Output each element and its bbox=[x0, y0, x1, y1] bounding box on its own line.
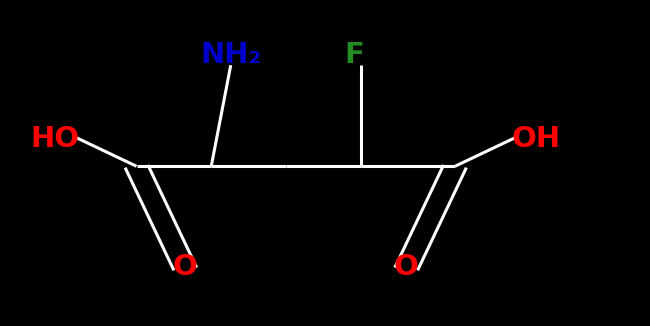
Text: O: O bbox=[394, 253, 419, 281]
Text: O: O bbox=[173, 253, 198, 281]
Text: F: F bbox=[344, 41, 364, 69]
Text: HO: HO bbox=[31, 125, 80, 153]
Text: OH: OH bbox=[512, 125, 561, 153]
Text: NH₂: NH₂ bbox=[200, 41, 261, 69]
